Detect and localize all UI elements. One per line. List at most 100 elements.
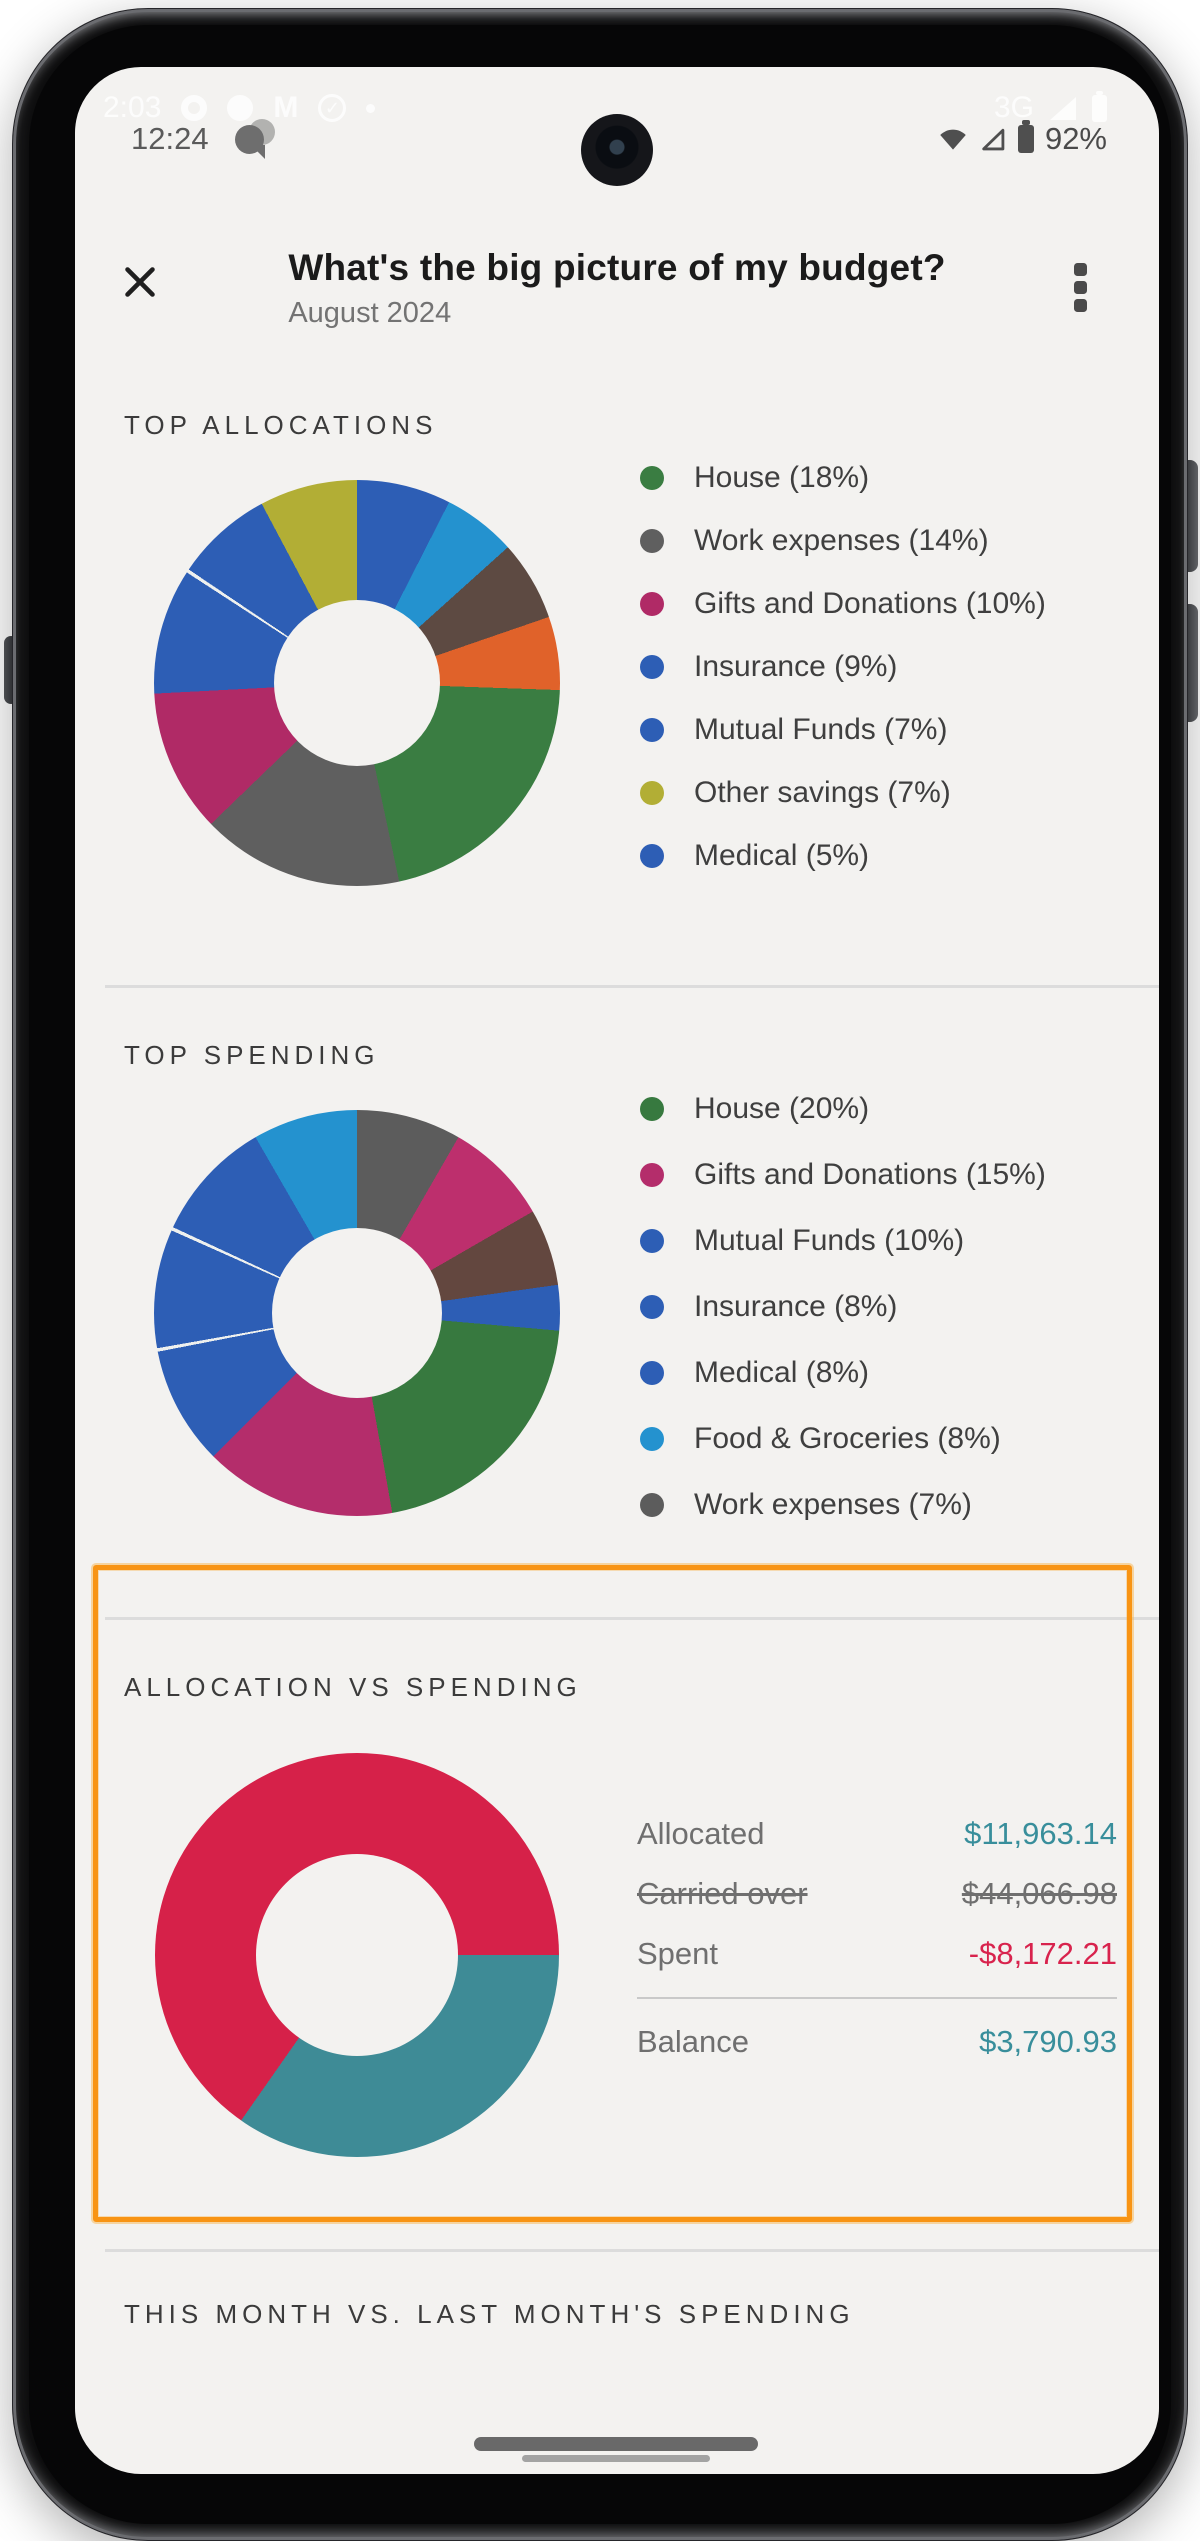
allocation-vs-spending-donut-chart	[155, 1753, 559, 2157]
legend-item: Medical (8%)	[640, 1340, 1046, 1406]
row-label: Allocated	[637, 1816, 765, 1851]
legend-label: House (20%)	[694, 1092, 870, 1125]
check-circle-icon: ✓	[318, 94, 347, 122]
gesture-handle[interactable]	[474, 2437, 758, 2451]
section-title-top-allocations: TOP ALLOCATIONS	[124, 410, 438, 440]
spending-donut-chart	[154, 1110, 560, 1516]
table-row-allocated: Allocated $11,963.14	[637, 1816, 1117, 1851]
cell-signal-icon	[982, 128, 1005, 151]
battery-icon	[1017, 120, 1034, 153]
legend-label: House (18%)	[694, 460, 870, 494]
legend-label: Mutual Funds (7%)	[694, 712, 948, 746]
wifi-icon	[940, 129, 966, 150]
phone-bezel: 2:03 M ✓ 3G 12:24	[29, 25, 1171, 2524]
row-label: Carried over	[637, 1876, 808, 1911]
allocation-table: Allocated $11,963.14 Carried over $44,06…	[637, 1816, 1117, 2085]
legend-item: Insurance (8%)	[640, 1274, 1046, 1340]
legend-label: Insurance (9%)	[694, 649, 898, 683]
clock: 12:24	[131, 121, 209, 156]
legend-item: Mutual Funds (7%)	[640, 698, 1046, 761]
legend-color-dot	[640, 717, 664, 742]
section-divider	[105, 2249, 1159, 2252]
page-title: What's the big picture of my budget?	[288, 247, 946, 288]
spending-legend: House (20%) Gifts and Donations (15%) Mutu…	[640, 1076, 1046, 1538]
legend-item: House (18%)	[640, 446, 1046, 509]
ghost-time: 2:03	[103, 91, 162, 124]
legend-label: Insurance (8%)	[694, 1290, 898, 1323]
ghost-signal-icon	[1050, 96, 1076, 120]
legend-color-dot	[640, 843, 664, 868]
row-value: -$8,172.21	[968, 1936, 1117, 1971]
overflow-menu-button[interactable]	[1074, 263, 1087, 312]
row-value: $3,790.93	[979, 2024, 1117, 2059]
legend-color-dot	[640, 1163, 664, 1187]
legend-color-dot	[640, 780, 664, 805]
legend-color-dot	[640, 1097, 664, 1121]
ghost-status-left: 2:03 M ✓	[103, 91, 376, 125]
row-value: $44,066.98	[961, 1876, 1117, 1911]
ghost-network-label: 3G	[993, 91, 1034, 124]
kebab-dot	[1074, 263, 1087, 276]
table-row-carried-over: Carried over $44,066.98	[637, 1876, 1117, 1911]
page-header: What's the big picture of my budget? Aug…	[288, 247, 945, 330]
legend-item: Gifts and Donations (10%)	[640, 572, 1046, 635]
legend-item: Food & Groceries (8%)	[640, 1406, 1046, 1472]
gear-icon	[181, 95, 208, 121]
legend-item: Work expenses (7%)	[640, 1472, 1046, 1538]
legend-item: Other savings (7%)	[640, 761, 1046, 824]
close-button[interactable]	[115, 257, 165, 307]
gmail-icon: M	[273, 91, 299, 124]
legend-color-dot	[640, 654, 664, 679]
legend-item: Work expenses (14%)	[640, 509, 1046, 572]
status-bar-right: 92%	[938, 120, 1107, 157]
allocations-legend: House (18%) Work expenses (14%) Gifts and …	[640, 446, 1046, 887]
ghost-status-right: 3G	[993, 90, 1107, 125]
chat-bubble-icon	[227, 95, 254, 121]
legend-label: Gifts and Donations (10%)	[694, 586, 1046, 620]
legend-label: Medical (5%)	[694, 838, 870, 872]
legend-item: Insurance (9%)	[640, 635, 1046, 698]
section-title-top-spending: TOP SPENDING	[124, 1040, 380, 1070]
legend-label: Work expenses (7%)	[694, 1488, 972, 1521]
legend-color-dot	[640, 465, 664, 490]
legend-color-dot	[640, 1229, 664, 1253]
battery-percent: 92%	[1044, 121, 1107, 156]
legend-label: Gifts and Donations (15%)	[694, 1158, 1046, 1191]
legend-color-dot	[640, 528, 664, 553]
section-divider	[105, 1617, 1159, 1620]
row-value: $11,963.14	[964, 1816, 1117, 1851]
row-label: Balance	[637, 2024, 750, 2059]
legend-label: Medical (8%)	[694, 1356, 870, 1389]
legend-label: Mutual Funds (10%)	[694, 1224, 965, 1257]
legend-color-dot	[640, 591, 664, 616]
section-title-month-comparison: THIS MONTH VS. LAST MONTH'S SPENDING	[124, 2299, 855, 2329]
close-icon	[125, 267, 155, 297]
kebab-dot	[1074, 299, 1087, 312]
legend-label: Food & Groceries (8%)	[694, 1422, 1001, 1455]
notification-dot-icon	[366, 103, 376, 113]
ghost-battery-icon	[1092, 90, 1107, 122]
legend-item: House (20%)	[640, 1076, 1046, 1142]
table-row-balance: Balance $3,790.93	[637, 2024, 1117, 2059]
table-total-divider	[637, 1997, 1117, 1999]
legend-color-dot	[640, 1493, 664, 1517]
status-bar-left: 12:24	[131, 119, 275, 159]
kebab-dot	[1074, 281, 1087, 294]
legend-color-dot	[640, 1427, 664, 1451]
row-label: Spent	[637, 1936, 719, 1971]
page-subtitle: August 2024	[288, 297, 452, 329]
section-divider	[105, 985, 1159, 988]
phone-frame: 2:03 M ✓ 3G 12:24	[12, 8, 1188, 2541]
section-title-allocation-vs-spending: ALLOCATION VS SPENDING	[124, 1672, 582, 1702]
table-row-spent: Spent -$8,172.21	[637, 1936, 1117, 1971]
legend-item: Medical (5%)	[640, 824, 1046, 887]
app-scroll-view[interactable]: 2:03 M ✓ 3G 12:24	[75, 67, 1159, 2474]
legend-item: Mutual Funds (10%)	[640, 1208, 1046, 1274]
legend-color-dot	[640, 1361, 664, 1385]
legend-label: Work expenses (14%)	[694, 523, 989, 557]
legend-label: Other savings (7%)	[694, 775, 951, 809]
gesture-handle-ghost	[522, 2455, 710, 2462]
messages-icon-front	[234, 125, 265, 159]
legend-item: Gifts and Donations (15%)	[640, 1142, 1046, 1208]
legend-color-dot	[640, 1295, 664, 1319]
